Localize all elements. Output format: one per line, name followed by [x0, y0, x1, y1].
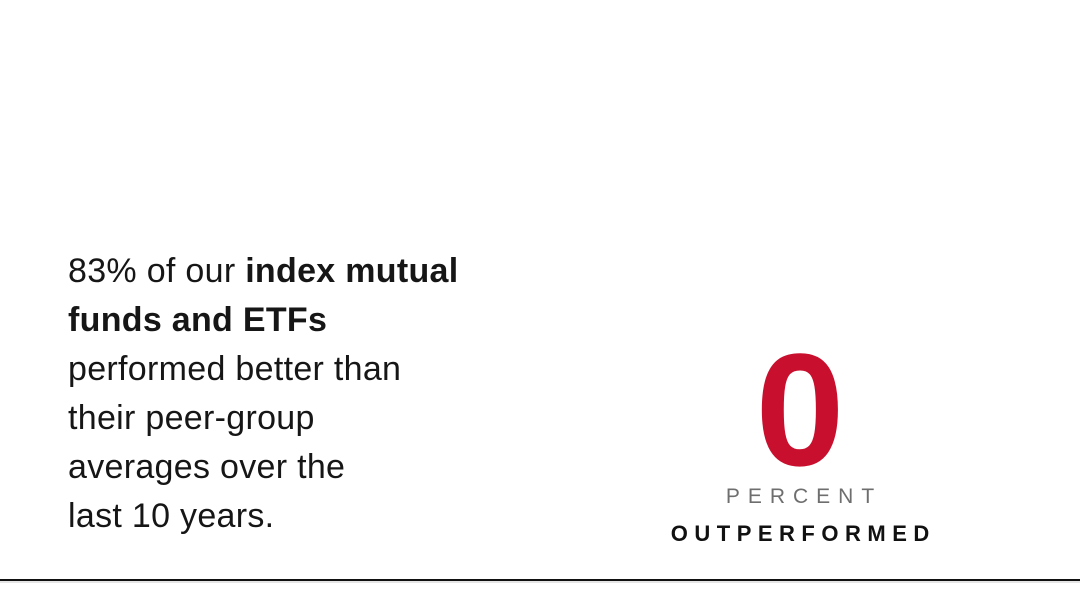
statement-segment: performed better than: [68, 350, 402, 388]
statement-line: performed better than: [68, 345, 548, 394]
statement-segment: 83% of our: [68, 252, 246, 290]
statement-text: 83% of our index mutual funds and ETFs per…: [68, 247, 548, 541]
statement-segment: last 10 years.: [68, 497, 275, 535]
statement-segment: averages over the: [68, 448, 346, 486]
stat-qualifier-label: OUTPERFORMED: [670, 521, 936, 546]
statement-segment-bold: funds and ETFs: [68, 301, 328, 339]
statement-line: last 10 years.: [68, 492, 548, 541]
stat-value: 0: [755, 320, 845, 499]
statement-line: 83% of our index mutual: [68, 247, 548, 296]
statement-segment: their peer-group: [68, 399, 315, 437]
statement-line: their peer-group: [68, 394, 548, 443]
stat-unit-label: PERCENT: [725, 485, 883, 508]
statement-line: averages over the: [68, 443, 548, 492]
bottom-divider-line: [0, 579, 1080, 581]
statement-line: funds and ETFs: [68, 296, 548, 345]
statement-segment-bold: index mutual: [245, 252, 459, 290]
stat-block: 0 PERCENT OUTPERFORMED: [640, 0, 960, 607]
